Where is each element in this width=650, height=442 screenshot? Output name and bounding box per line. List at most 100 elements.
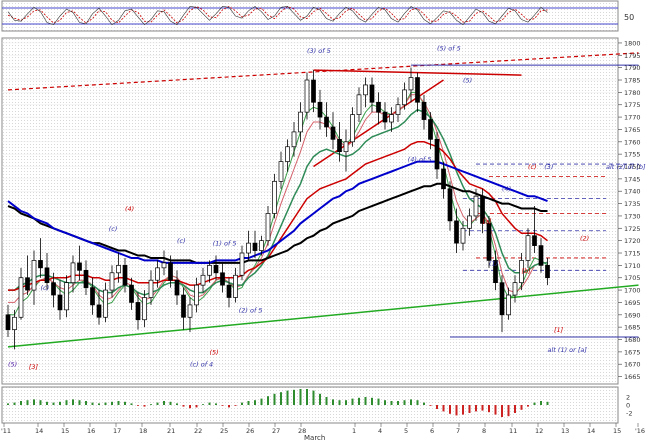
moving-average-line [8, 94, 548, 303]
candle-body [38, 260, 43, 269]
candle [103, 282, 108, 323]
momentum-bar [371, 397, 373, 405]
momentum-tick-label: 0 [626, 402, 630, 410]
oscillator-tick-label: 50 [624, 13, 634, 22]
candle [246, 230, 251, 261]
wave-label: [a] [483, 217, 493, 225]
wave-label: (c) [177, 237, 186, 245]
momentum-bar [481, 405, 484, 411]
candle-body [311, 79, 316, 103]
candle [460, 220, 466, 251]
candle-body [5, 314, 11, 330]
candle-body [285, 146, 290, 162]
candle-body [64, 282, 69, 311]
candle-body [525, 235, 531, 261]
candle [122, 257, 128, 293]
candle [493, 250, 498, 291]
candle [116, 253, 121, 283]
candle-body [317, 101, 323, 118]
candle [64, 275, 69, 318]
candle [402, 82, 407, 110]
candle [330, 112, 336, 150]
candle-body [90, 287, 95, 306]
momentum-bar [65, 400, 68, 405]
x-tick-label: 6 [430, 427, 434, 435]
candle-body [116, 265, 121, 274]
candle [129, 277, 134, 310]
candle [376, 92, 381, 125]
wave-label: (5) [463, 76, 472, 84]
momentum-bar [137, 405, 139, 406]
wave-label: alt (1) or [a] [548, 346, 588, 354]
candle [18, 267, 24, 320]
candle-body [129, 284, 134, 303]
candle [382, 102, 388, 130]
moving-average-line [7, 182, 548, 264]
candle-body [473, 195, 479, 217]
momentum-bar [254, 400, 256, 405]
momentum-bar [241, 402, 243, 405]
candle-body [493, 260, 498, 284]
candle-body [519, 260, 524, 284]
price-tick-label: 1680 [624, 336, 641, 344]
candle-body [142, 297, 147, 321]
candle-body [434, 138, 440, 170]
candle [441, 161, 446, 199]
price-tick-label: 1780 [624, 89, 641, 97]
x-tick-label: 18 [139, 427, 147, 435]
candle [265, 206, 271, 246]
x-tick-label: 21 [167, 427, 175, 435]
momentum-bar [20, 401, 22, 405]
wave-label: [1] [554, 326, 564, 334]
x-tick-label: 25 [220, 427, 228, 435]
x-axis-month-label: March [304, 434, 325, 442]
candle [428, 112, 433, 150]
candle-body [480, 195, 485, 224]
candle-body [337, 138, 342, 153]
wave-label: alt (2) or [b] [606, 163, 646, 171]
momentum-bar [130, 403, 133, 405]
candle-body [161, 262, 167, 269]
momentum-bar [293, 389, 295, 405]
candle-body [538, 245, 544, 266]
candle-body [265, 213, 271, 242]
price-tick-label: 1730 [624, 212, 641, 220]
moving-average-line [7, 160, 548, 264]
price-tick-label: 1720 [624, 237, 641, 245]
momentum-bar [195, 405, 198, 408]
momentum-bar [527, 405, 529, 407]
momentum-bar [286, 390, 289, 405]
momentum-bar [85, 401, 87, 405]
wave-label: [b] [522, 267, 532, 275]
candle-body [389, 114, 394, 123]
wave-label: (4) of 5 [408, 156, 432, 164]
wave-label: (c) of 4 [190, 361, 213, 369]
momentum-bar [13, 402, 16, 405]
candle-body [428, 119, 433, 140]
candle-body [304, 79, 310, 113]
wave-label: (3) [544, 163, 553, 171]
x-tick-label: 7 [456, 427, 460, 435]
candle-body [200, 274, 206, 286]
momentum-bar [98, 403, 100, 405]
candle [226, 277, 232, 308]
candle [421, 94, 427, 130]
candle-body [12, 316, 17, 330]
price-tick-label: 1750 [624, 163, 641, 171]
candle [44, 253, 50, 291]
candle-body [155, 267, 160, 281]
momentum-bar [488, 405, 490, 413]
candle [148, 270, 154, 305]
momentum-bar [176, 403, 178, 405]
oscillator-line [7, 6, 548, 26]
x-tick-label: 8 [482, 427, 486, 435]
momentum-bar [312, 390, 315, 405]
candle-body [512, 282, 518, 296]
trendline [7, 52, 639, 91]
candle [324, 102, 329, 137]
momentum-bar [33, 399, 35, 405]
momentum-bar [533, 402, 536, 405]
candle [233, 267, 238, 303]
momentum-bar [325, 397, 328, 405]
momentum-bar [163, 401, 165, 405]
